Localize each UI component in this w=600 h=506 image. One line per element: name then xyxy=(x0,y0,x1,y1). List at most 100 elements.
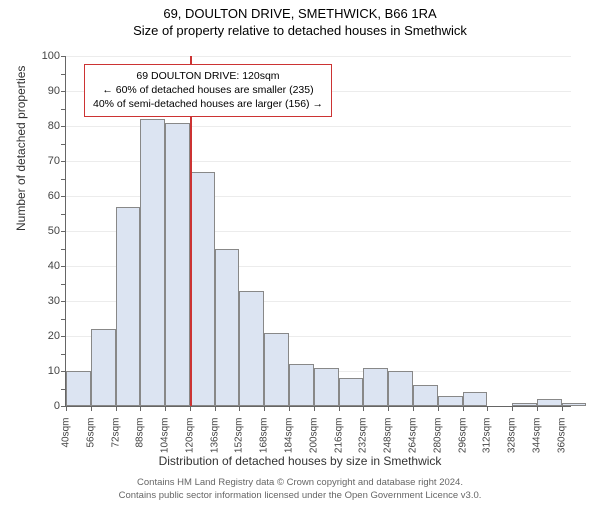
ytick-mark xyxy=(61,301,66,302)
histogram-bar xyxy=(289,364,314,406)
histogram-bar xyxy=(463,392,488,406)
histogram-bar xyxy=(190,172,215,407)
xtick-mark xyxy=(487,406,488,411)
chart-subtitle: Size of property relative to detached ho… xyxy=(0,23,600,38)
ytick-label: 30 xyxy=(48,295,60,307)
histogram-bar xyxy=(339,378,364,406)
ytick-label: 10 xyxy=(48,365,60,377)
histogram-bar xyxy=(537,399,562,406)
xtick-label: 120sqm xyxy=(184,418,195,454)
xtick-label: 40sqm xyxy=(61,418,72,448)
xtick-mark xyxy=(339,406,340,411)
histogram-bar xyxy=(388,371,413,406)
xtick-mark xyxy=(66,406,67,411)
chart-title: 69, DOULTON DRIVE, SMETHWICK, B66 1RA xyxy=(0,6,600,21)
histogram-bar xyxy=(165,123,190,407)
y-axis-label: Number of detached properties xyxy=(14,66,28,231)
histogram-bar xyxy=(512,403,537,407)
gridline xyxy=(66,406,571,407)
xtick-mark xyxy=(264,406,265,411)
ytick-mark xyxy=(61,336,66,337)
xtick-label: 72sqm xyxy=(110,418,121,448)
plot-area: 010203040506070809010040sqm56sqm72sqm88s… xyxy=(65,56,571,407)
histogram-bar xyxy=(140,119,165,406)
ytick-mark xyxy=(61,249,66,250)
xtick-label: 248sqm xyxy=(383,418,394,454)
annotation-line3: 40% of semi-detached houses are larger (… xyxy=(93,97,323,111)
ytick-mark xyxy=(61,196,66,197)
xtick-label: 168sqm xyxy=(259,418,270,454)
xtick-label: 360sqm xyxy=(556,418,567,454)
histogram-bar xyxy=(363,368,388,407)
chart-container: 69, DOULTON DRIVE, SMETHWICK, B66 1RA Si… xyxy=(0,6,600,506)
xtick-mark xyxy=(413,406,414,411)
histogram-bar xyxy=(239,291,264,407)
ytick-mark xyxy=(61,126,66,127)
annotation-line2: ← 60% of detached houses are smaller (23… xyxy=(93,83,323,97)
footer-attribution: Contains HM Land Registry data © Crown c… xyxy=(0,477,600,502)
xtick-label: 232sqm xyxy=(358,418,369,454)
xtick-label: 344sqm xyxy=(531,418,542,454)
ytick-mark xyxy=(61,214,66,215)
xtick-label: 296sqm xyxy=(457,418,468,454)
xtick-mark xyxy=(239,406,240,411)
annotation-line1: 69 DOULTON DRIVE: 120sqm xyxy=(93,69,323,83)
xtick-mark xyxy=(215,406,216,411)
annotation-box: 69 DOULTON DRIVE: 120sqm ← 60% of detach… xyxy=(84,64,332,117)
xtick-label: 184sqm xyxy=(284,418,295,454)
xtick-label: 104sqm xyxy=(160,418,171,454)
xtick-mark xyxy=(388,406,389,411)
histogram-bar xyxy=(116,207,141,407)
xtick-label: 280sqm xyxy=(432,418,443,454)
ytick-mark xyxy=(61,231,66,232)
xtick-mark xyxy=(314,406,315,411)
xtick-mark xyxy=(289,406,290,411)
xtick-mark xyxy=(438,406,439,411)
xtick-mark xyxy=(463,406,464,411)
xtick-mark xyxy=(91,406,92,411)
histogram-bar xyxy=(562,403,587,407)
ytick-mark xyxy=(61,354,66,355)
histogram-bar xyxy=(413,385,438,406)
histogram-bar xyxy=(91,329,116,406)
xtick-mark xyxy=(363,406,364,411)
ytick-mark xyxy=(61,74,66,75)
ytick-mark xyxy=(61,144,66,145)
xtick-label: 264sqm xyxy=(407,418,418,454)
ytick-label: 60 xyxy=(48,190,60,202)
ytick-label: 40 xyxy=(48,260,60,272)
ytick-mark xyxy=(61,319,66,320)
ytick-mark xyxy=(61,109,66,110)
ytick-mark xyxy=(61,91,66,92)
ytick-label: 70 xyxy=(48,155,60,167)
histogram-bar xyxy=(264,333,289,407)
histogram-bar xyxy=(438,396,463,407)
xtick-mark xyxy=(116,406,117,411)
histogram-bar xyxy=(66,371,91,406)
footer-line2: Contains public sector information licen… xyxy=(0,490,600,502)
xtick-mark xyxy=(562,406,563,411)
gridline xyxy=(66,56,571,57)
ytick-mark xyxy=(61,161,66,162)
ytick-mark xyxy=(61,179,66,180)
xtick-label: 88sqm xyxy=(135,418,146,448)
ytick-mark xyxy=(61,266,66,267)
footer-line1: Contains HM Land Registry data © Crown c… xyxy=(0,477,600,489)
xtick-mark xyxy=(537,406,538,411)
histogram-bar xyxy=(215,249,240,407)
xtick-label: 328sqm xyxy=(507,418,518,454)
xtick-label: 312sqm xyxy=(482,418,493,454)
ytick-label: 90 xyxy=(48,85,60,97)
ytick-label: 50 xyxy=(48,225,60,237)
ytick-mark xyxy=(61,284,66,285)
x-axis-label: Distribution of detached houses by size … xyxy=(0,454,600,468)
xtick-label: 56sqm xyxy=(85,418,96,448)
histogram-bar xyxy=(314,368,339,407)
xtick-label: 136sqm xyxy=(209,418,220,454)
xtick-mark xyxy=(190,406,191,411)
ytick-label: 80 xyxy=(48,120,60,132)
xtick-mark xyxy=(165,406,166,411)
ytick-mark xyxy=(61,56,66,57)
xtick-label: 216sqm xyxy=(333,418,344,454)
ytick-label: 100 xyxy=(42,50,60,62)
